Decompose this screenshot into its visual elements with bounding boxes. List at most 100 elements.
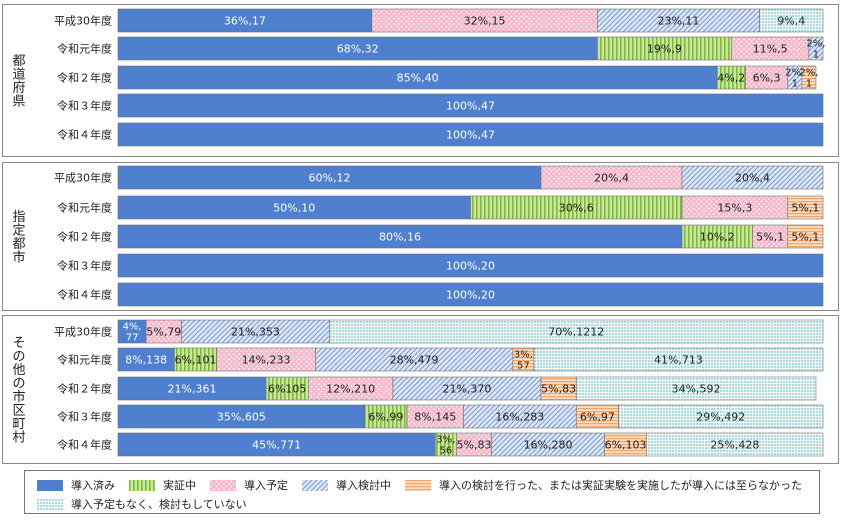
data-label: 20%,4 [594,172,629,185]
legend-item-planned: 導入予定 [210,477,288,493]
legend-label-none: 導入予定もなく、検討もしていない [71,498,247,511]
data-label: 16%,280 [524,439,573,452]
year-label: 令和２年度 [57,230,112,244]
bar-segment-none [646,432,824,457]
bar-segment-none [575,376,817,401]
panel-frame [2,315,839,464]
data-label: 70%,1212 [548,326,604,339]
year-label: 平成30年度 [54,14,112,28]
data-label: 23%,11 [657,15,699,28]
data-label: 68%,32 [337,43,379,56]
legend-swatch-implemented [37,479,63,491]
data-label: 100%,47 [446,100,495,113]
legend-swatch-considering [302,479,328,491]
legend-swatch-not-adopted [405,479,431,491]
legend-item-implemented: 導入済み [37,477,115,493]
bar-segment-not-adopted [801,65,817,90]
bar-segment-implemented [117,93,824,118]
bar-segment-implemented [117,253,824,278]
data-label: 6%,99 [368,411,403,424]
data-label: 14%,233 [242,354,291,367]
legend-swatch-demonstration [129,479,155,491]
legend-row-2: 導入予定もなく、検討もしていない [37,496,261,512]
legend-item-considering: 導入検討中 [302,477,391,493]
data-label: 21%,361 [168,383,217,396]
legend-item-not-adopted: 導入の検討を行った、または実証実験を実施したが導入には至らなかった [405,477,802,493]
legend-row-1: 導入済み 実証中 導入予定 導入検討中 導入の検討を行った、または実証実験を実施… [37,477,816,493]
data-label: 34%,592 [672,383,721,396]
data-label: 2%, 1 [806,39,825,61]
data-label: 6%105 [268,383,306,396]
data-label: 41%,713 [654,354,703,367]
data-label: 5%,79 [146,326,181,339]
bar-segment-none [759,8,824,33]
data-label: 21%,370 [442,383,491,396]
data-label: 85%,40 [397,72,439,85]
legend: 導入済み 実証中 導入予定 導入検討中 導入の検討を行った、または実証実験を実施… [24,470,820,514]
group-label: 都道府県 [12,54,25,110]
data-label: 8%,145 [414,411,456,424]
data-label: 5%,83 [541,383,576,396]
data-label: 100%,20 [446,289,495,302]
data-label: 3%, 56 [436,435,455,457]
legend-label-not-adopted: 導入の検討を行った、または実証実験を実施したが導入には至らなかった [439,479,802,492]
data-label: 3%, 57 [514,350,533,372]
legend-item-none: 導入予定もなく、検討もしていない [37,496,247,512]
data-label: 5%,83 [457,439,492,452]
year-label: 令和４年度 [57,128,112,142]
legend-label-considering: 導入検討中 [336,479,391,492]
data-label: 16%,283 [495,411,544,424]
data-label: 100%,20 [446,260,495,273]
year-label: 令和３年度 [57,410,112,424]
data-label: 29%,492 [696,411,745,424]
data-label: 80%,16 [379,231,421,244]
data-label: 21%,353 [231,326,280,339]
year-label: 令和３年度 [57,99,112,113]
data-label: 36%,17 [224,15,266,28]
data-label: 19%,9 [647,43,682,56]
data-label: 6%,97 [580,411,615,424]
year-label: 平成30年度 [54,325,112,339]
bar-segment-not-adopted [787,224,824,249]
year-label: 令和４年度 [57,288,112,302]
bar-segment-implemented [117,122,824,147]
panel-frame [2,162,839,311]
data-label: 60%,12 [309,172,351,185]
data-label: 12%,210 [326,383,375,396]
data-label: 30%,6 [559,202,594,215]
data-label: 28%,479 [390,354,439,367]
legend-label-demonstration: 実証中 [163,479,196,492]
data-label: 4%,2 [717,72,745,85]
legend-swatch-planned [210,479,236,491]
bar-segment-considering [808,36,824,61]
year-label: 令和元年度 [57,201,112,215]
panel-frame [2,4,839,157]
year-label: 平成30年度 [54,171,112,185]
year-label: 令和３年度 [57,259,112,273]
data-label: 4%, 77 [123,322,142,344]
data-label: 11%,5 [753,43,788,56]
data-label: 45%,771 [252,439,301,452]
data-label: 10%,2 [700,231,735,244]
data-label: 35%,605 [217,411,266,424]
data-label: 5%,1 [791,231,819,244]
data-label: 6%,101 [175,354,217,367]
data-label: 5%,1 [756,231,784,244]
bar-segment-not-adopted [787,195,824,220]
data-label: 20%,4 [735,172,770,185]
data-label: 5%,1 [791,202,819,215]
year-label: 令和２年度 [57,382,112,396]
data-label: 50%,10 [273,202,315,215]
bar-segment-implemented [117,282,824,307]
legend-label-implemented: 導入済み [71,479,115,492]
data-label: 8%,138 [125,354,167,367]
data-label: 2%, 1 [785,68,804,90]
year-label: 令和４年度 [57,438,112,452]
bar-segment-considering [681,165,824,190]
data-label: 6%,3 [753,72,781,85]
year-label: 令和２年度 [57,71,112,85]
group-label: その他の市区町村 [12,336,25,446]
data-label: 15%,3 [717,202,752,215]
legend-swatch-none [37,498,63,510]
